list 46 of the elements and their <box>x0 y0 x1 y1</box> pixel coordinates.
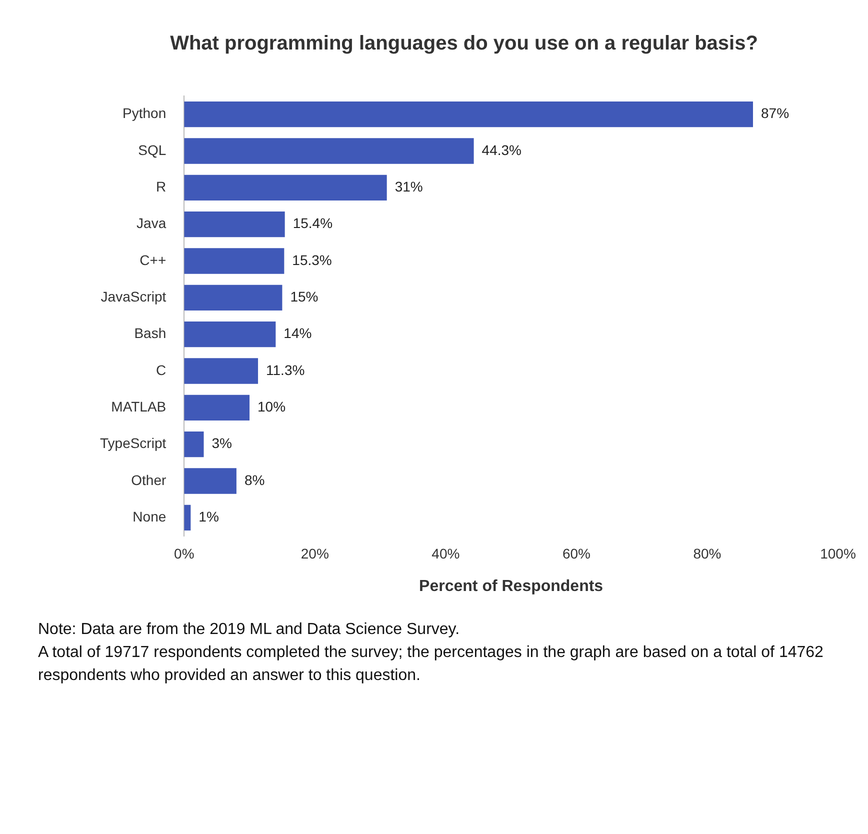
text: Note: Data are from the 2019 ML and Data Science Survey. <box>38 620 461 640</box>
data-label: 3% <box>212 435 232 452</box>
x-tick-label: 80% <box>693 545 722 562</box>
x-axis-title: Percent of Respondents <box>419 578 604 595</box>
x-tick-label: 0% <box>174 545 194 562</box>
y-tick-label: Bash <box>134 325 166 342</box>
x-tick-label: 100% <box>820 545 856 562</box>
y-tick-label: MATLAB <box>111 398 166 415</box>
data-label: 44.3% <box>482 142 522 158</box>
y-tick-label: Other <box>131 472 166 488</box>
bar <box>184 322 276 348</box>
text: A total of 19717 respondents completed the survey; the percentages in the graph are based on a total of 14762 respondents who provided an answer to this question. <box>38 643 824 686</box>
y-tick-label: None <box>132 508 166 525</box>
bar <box>184 102 753 128</box>
bar <box>184 138 474 164</box>
bar <box>184 504 191 530</box>
chart-title: What programming languages do you use on a regular basis? <box>170 32 758 55</box>
data-label: 87% <box>761 105 790 122</box>
data-label: 10% <box>258 398 286 415</box>
data-label: 15.4% <box>292 215 333 232</box>
y-tick-label: C++ <box>140 252 166 268</box>
bar <box>184 468 236 494</box>
x-tick-label: 40% <box>432 545 460 562</box>
y-tick-label: Python <box>122 105 166 122</box>
data-label: 31% <box>394 178 423 195</box>
y-tick-label: R <box>156 178 166 195</box>
data-label: 8% <box>244 472 265 488</box>
bar <box>184 248 284 274</box>
x-tick-label: 20% <box>300 545 329 562</box>
data-label: 1% <box>198 508 219 525</box>
bar <box>184 358 258 384</box>
y-tick-label: JavaScript <box>100 288 166 305</box>
bar <box>184 394 250 420</box>
y-tick-label: C <box>156 362 166 378</box>
y-tick-label: TypeScript <box>100 435 166 452</box>
data-label: 14% <box>284 325 312 342</box>
x-tick-label: 60% <box>562 545 590 562</box>
bar <box>184 174 387 200</box>
y-tick-label: SQL <box>138 142 166 158</box>
data-label: 11.3% <box>266 362 305 378</box>
bar <box>184 212 285 238</box>
data-label: 15.3% <box>292 252 332 268</box>
y-tick-label: Java <box>136 215 166 232</box>
bar <box>184 432 204 458</box>
bar <box>184 284 282 310</box>
data-label: 15% <box>290 288 318 305</box>
